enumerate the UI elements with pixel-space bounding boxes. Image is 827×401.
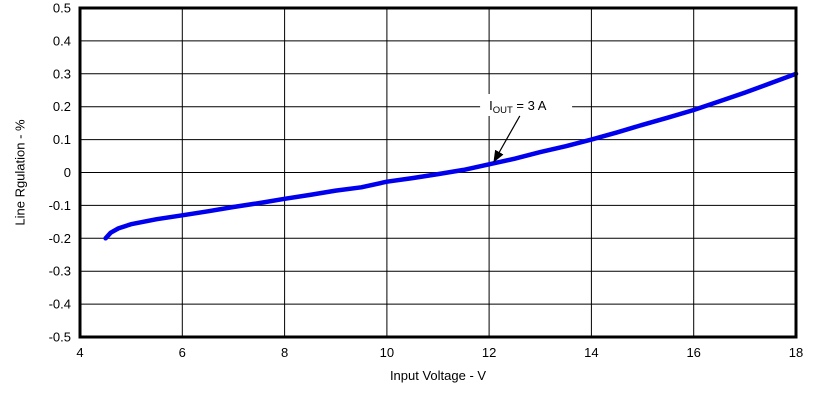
x-tick-label: 6 [179, 345, 186, 360]
x-axis-title: Input Voltage - V [389, 368, 487, 383]
y-tick-label: -0.3 [49, 264, 71, 279]
y-tick-label: 0.1 [53, 132, 71, 147]
y-tick-label: 0.2 [53, 99, 71, 114]
y-tick-label: -0.1 [49, 198, 71, 213]
y-tick-label: 0.3 [53, 66, 71, 81]
x-tick-label: 4 [76, 345, 83, 360]
annotation-arrow [493, 115, 521, 163]
y-tick-label: -0.5 [49, 330, 71, 345]
x-tick-label: 10 [380, 345, 394, 360]
y-tick-label: 0.4 [53, 33, 71, 48]
x-tick-label: 14 [584, 345, 598, 360]
x-tick-label: 18 [789, 345, 803, 360]
y-axis-title: Line Rgulation - % [12, 119, 28, 226]
annotation-mask [480, 94, 573, 116]
y-tick-label: 0 [64, 165, 71, 180]
y-tick-label: -0.2 [49, 231, 71, 246]
x-tick-label: 16 [686, 345, 700, 360]
plot-border [78, 6, 798, 339]
x-tick-label: 12 [482, 345, 496, 360]
x-tick-label: 8 [281, 345, 288, 360]
y-tick-label: -0.4 [49, 297, 71, 312]
y-tick-label: 0.5 [53, 1, 71, 16]
line-regulation-curve [103, 71, 799, 241]
annotation-label: IOUT = 3 A [489, 98, 547, 116]
